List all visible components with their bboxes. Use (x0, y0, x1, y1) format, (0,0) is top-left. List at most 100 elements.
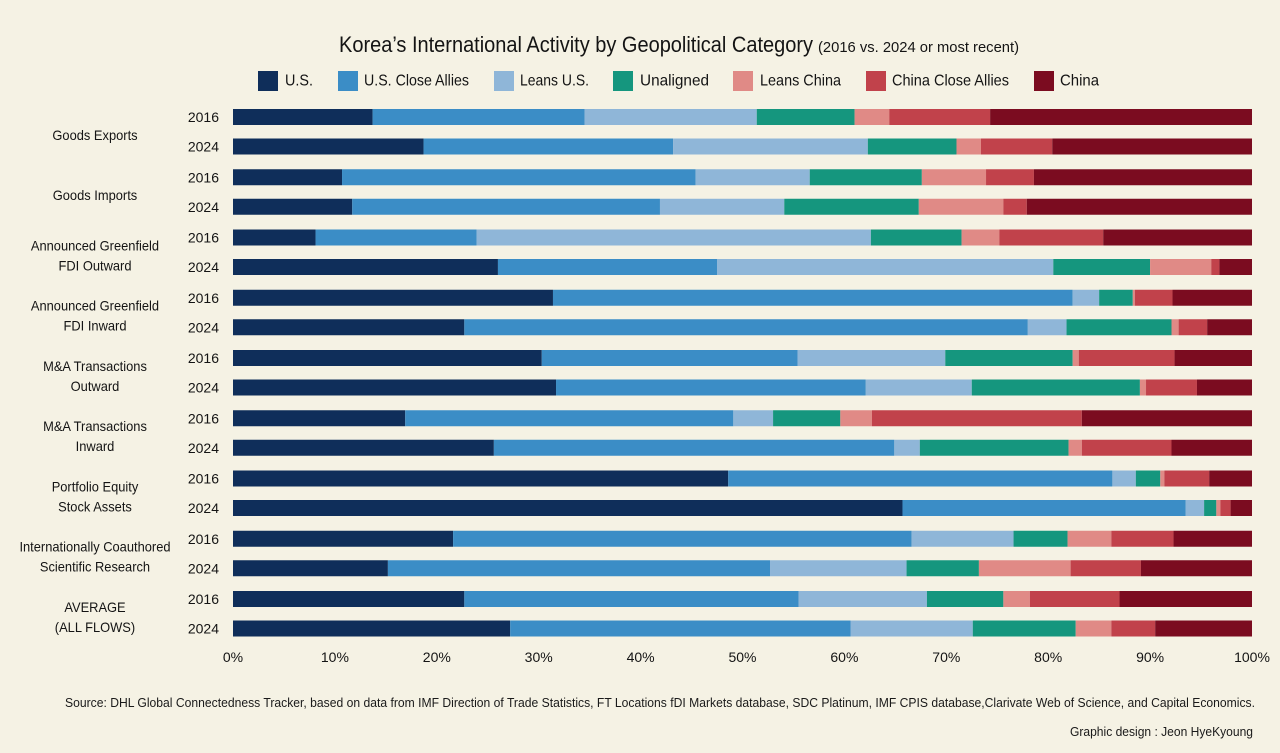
bar-goods-imports-2016-china (1033, 169, 1252, 186)
bar-goods-imports-2024-us-close-allies (352, 198, 660, 215)
category-label-ma-transactions-inward-line-1: M&A Transactions (43, 418, 147, 434)
year-labels: 2016 2024 2016 2024 2016 2024 2016 2024 2016 2024… (188, 109, 219, 637)
legend-swatch-unaligned (613, 71, 633, 91)
bar-internationally-coauthored-scientific-research-2024-unaligned (906, 560, 979, 577)
bar-announced-greenfield-fdi-outward-2024-china-close-allies (1211, 259, 1220, 275)
bar-goods-exports-2016-leans-us (584, 109, 757, 125)
bar-ma-transactions-outward-2024-us (233, 379, 557, 396)
legend-label-china-close-allies: China Close Allies (892, 73, 1009, 90)
legend-item-unaligned: Unaligned (613, 71, 709, 91)
bar-ma-transactions-inward-2024-leans-china (1068, 439, 1082, 456)
legend-label-china: China (1060, 73, 1099, 90)
bar-announced-greenfield-fdi-inward-2016-china-close-allies (1134, 289, 1173, 306)
legend-label-leans-china: Leans China (760, 73, 841, 90)
bar-goods-exports-2016-unaligned (756, 109, 855, 125)
bar-goods-imports-2024-leans-us (659, 198, 785, 215)
legend-label-us: U.S. (285, 73, 313, 90)
bar-ma-transactions-outward-2016-leans-us (797, 350, 946, 366)
bar-average-all-flows-2016-us-close-allies (464, 591, 799, 607)
bar-ma-transactions-inward-2016-unaligned (773, 410, 841, 427)
bar-portfolio-equity-stock-assets-2016-us (233, 470, 729, 487)
category-label-internationally-coauthored-scientific-research-line-1: Internationally Coauthored (19, 539, 170, 555)
bar-average-all-flows-2016-leans-us (798, 591, 927, 607)
category-label-ma-transactions-outward-line-1: M&A Transactions (43, 358, 147, 374)
bar-internationally-coauthored-scientific-research-2016-china-close-allies (1111, 530, 1174, 547)
year-label-ma-transactions-inward-2024: 2024 (188, 440, 219, 456)
bar-group-ma-transactions-outward (233, 350, 1252, 396)
legend-swatch-leans-china (733, 71, 753, 91)
bar-ma-transactions-outward-2024-us-close-allies (556, 379, 866, 396)
bar-goods-exports-2024-us-close-allies (423, 138, 674, 155)
year-label-announced-greenfield-fdi-outward-2016: 2016 (188, 230, 219, 246)
bar-portfolio-equity-stock-assets-2016-china-close-allies (1164, 470, 1210, 487)
bar-announced-greenfield-fdi-inward-2016-leans-china (1132, 289, 1135, 306)
bar-average-all-flows-2016-us (233, 591, 465, 607)
x-tick-label-20: 20% (423, 649, 451, 665)
bar-group-average-all-flows (233, 591, 1252, 637)
bar-internationally-coauthored-scientific-research-2024-leans-us (770, 560, 907, 577)
x-tick-label-40: 40% (627, 649, 655, 665)
x-tick-label-70: 70% (932, 649, 960, 665)
legend-item-us: U.S. (258, 71, 313, 91)
legend: U.S. U.S. Close Allies Leans U.S. Unalig… (258, 71, 1099, 91)
chart-title: Korea’s International Activity by Geopol… (339, 32, 813, 57)
year-label-internationally-coauthored-scientific-research-2016: 2016 (188, 531, 219, 547)
bar-ma-transactions-inward-2016-us (233, 410, 406, 427)
bar-ma-transactions-inward-2016-leans-china (840, 410, 872, 427)
bar-goods-exports-2024-china-close-allies (980, 138, 1053, 155)
bar-average-all-flows-2016-china-close-allies (1029, 591, 1120, 607)
bar-ma-transactions-outward-2024-leans-us (865, 379, 972, 396)
bar-ma-transactions-outward-2024-unaligned (971, 379, 1140, 396)
bar-ma-transactions-outward-2016-china-close-allies (1078, 350, 1175, 366)
plot-area (233, 109, 1252, 637)
bar-announced-greenfield-fdi-outward-2024-leans-us (717, 259, 1054, 275)
bar-portfolio-equity-stock-assets-2024-unaligned (1204, 500, 1217, 516)
bar-announced-greenfield-fdi-outward-2016-us (233, 229, 316, 246)
bar-group-portfolio-equity-stock-assets (233, 470, 1252, 516)
legend-label-us-close-allies: U.S. Close Allies (364, 73, 469, 90)
bar-ma-transactions-outward-2024-china-close-allies (1146, 379, 1197, 396)
bar-ma-transactions-outward-2016-unaligned (945, 350, 1073, 366)
legend-item-leans-us: Leans U.S. (494, 71, 589, 91)
x-tick-label-0: 0% (223, 649, 243, 665)
bar-group-internationally-coauthored-scientific-research (233, 530, 1252, 577)
bar-announced-greenfield-fdi-outward-2024-china (1219, 259, 1252, 275)
bar-internationally-coauthored-scientific-research-2024-china (1140, 560, 1252, 577)
category-label-announced-greenfield-fdi-inward-line-1: Announced Greenfield (31, 298, 159, 314)
bar-ma-transactions-inward-2016-us-close-allies (405, 410, 734, 427)
bar-ma-transactions-outward-2024-leans-china (1139, 379, 1147, 396)
legend-swatch-leans-us (494, 71, 514, 91)
bar-goods-exports-2024-leans-china (956, 138, 981, 155)
year-label-average-all-flows-2016: 2016 (188, 591, 219, 607)
bar-goods-imports-2016-us-close-allies (342, 169, 696, 186)
bar-portfolio-equity-stock-assets-2016-us-close-allies (728, 470, 1113, 487)
bar-announced-greenfield-fdi-inward-2024-leans-us (1027, 319, 1067, 336)
legend-item-china: China (1034, 71, 1099, 91)
bar-internationally-coauthored-scientific-research-2024-us (233, 560, 388, 577)
bar-goods-exports-2016-china-close-allies (889, 109, 991, 125)
bar-ma-transactions-inward-2016-china-close-allies (871, 410, 1082, 427)
bar-group-goods-exports (233, 109, 1252, 155)
bar-announced-greenfield-fdi-outward-2024-leans-china (1150, 259, 1212, 275)
category-label-portfolio-equity-stock-assets-line-1: Portfolio Equity (52, 478, 139, 494)
source-note: Source: DHL Global Connectedness Tracker… (65, 695, 1255, 710)
bar-ma-transactions-outward-2016-us-close-allies (541, 350, 798, 366)
bar-goods-imports-2024-china-close-allies (1003, 198, 1027, 215)
bar-announced-greenfield-fdi-inward-2024-china-close-allies (1178, 319, 1208, 336)
legend-label-unaligned: Unaligned (640, 73, 709, 90)
bar-group-announced-greenfield-fdi-outward (233, 229, 1252, 275)
bar-goods-imports-2016-china-close-allies (986, 169, 1034, 186)
bar-average-all-flows-2024-leans-us (850, 620, 973, 637)
year-label-ma-transactions-inward-2016: 2016 (188, 410, 219, 426)
legend-item-china-close-allies: China Close Allies (866, 71, 1009, 91)
year-label-ma-transactions-outward-2016: 2016 (188, 350, 219, 366)
x-tick-label-100: 100% (1234, 649, 1270, 665)
category-label-announced-greenfield-fdi-outward-line-1: Announced Greenfield (31, 237, 159, 253)
category-label-portfolio-equity-stock-assets-line-2: Stock Assets (58, 498, 132, 514)
year-label-announced-greenfield-fdi-outward-2024: 2024 (188, 259, 219, 275)
bar-group-ma-transactions-inward (233, 410, 1252, 456)
bar-average-all-flows-2024-unaligned (972, 620, 1076, 637)
year-label-goods-imports-2016: 2016 (188, 169, 219, 185)
bar-ma-transactions-outward-2016-us (233, 350, 542, 366)
